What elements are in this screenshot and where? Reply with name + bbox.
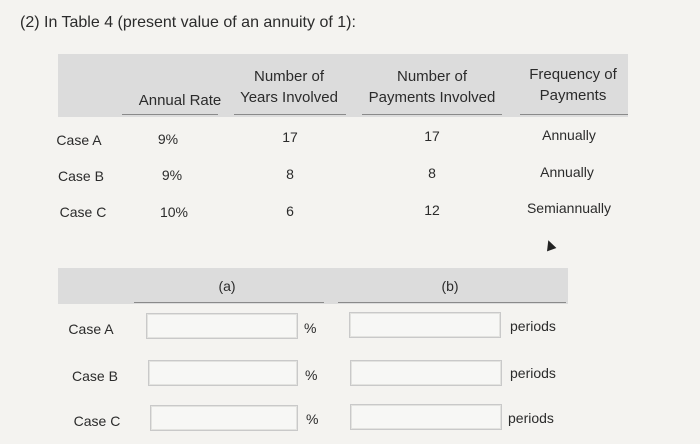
payments-cell: 8 [428,165,436,181]
header-divider [234,114,346,115]
header-b: (b) [441,278,459,294]
header-divider [520,114,628,115]
header-divider [338,302,566,303]
payments-cell: 17 [424,128,440,144]
frequency-cell: Semiannually [526,200,612,216]
mouse-pointer-icon [543,238,557,252]
periods-input-case-a[interactable] [349,312,501,338]
rate-cell: 9% [157,131,179,147]
payments-cell: 12 [424,202,440,218]
table-header [58,54,628,117]
periods-input-case-c[interactable] [350,404,502,430]
frequency-cell: Annually [542,127,596,143]
years-cell: 8 [286,166,294,182]
header-frequency: Frequency of Payments [529,66,617,104]
annuity-table: Annual Rate Number of Years Involved Num… [56,54,628,224]
case-label: Case B [58,168,104,184]
header-payments: Number of Payments Involved [368,68,496,106]
case-label: Case B [72,368,118,384]
answer-table-header [58,268,568,304]
header-years: Number of Years Involved [240,68,338,106]
percent-unit: % [304,320,317,336]
percent-unit: % [305,367,318,383]
rate-input-case-a[interactable] [146,313,298,339]
rate-cell: 10% [159,204,189,220]
rate-cell: 9% [161,167,183,183]
rate-input-case-c[interactable] [150,405,298,431]
percent-unit: % [306,411,319,427]
periods-unit: periods [508,410,554,426]
case-label: Case C [59,204,107,220]
frequency-cell: Annually [540,164,594,180]
header-annual-rate: Annual Rate [138,92,222,109]
case-label: Case A [68,321,114,337]
case-label: Case A [56,132,102,148]
periods-unit: periods [510,318,556,334]
header-divider [134,302,324,303]
question-title: (2) In Table 4 (present value of an annu… [20,14,356,31]
periods-input-case-b[interactable] [350,360,502,386]
header-divider [362,114,502,115]
rate-input-case-b[interactable] [148,360,298,386]
years-cell: 6 [286,203,294,219]
header-divider [122,114,218,115]
years-cell: 17 [282,129,298,145]
case-label: Case C [73,413,121,429]
periods-unit: periods [510,365,556,381]
header-a: (a) [218,278,236,294]
